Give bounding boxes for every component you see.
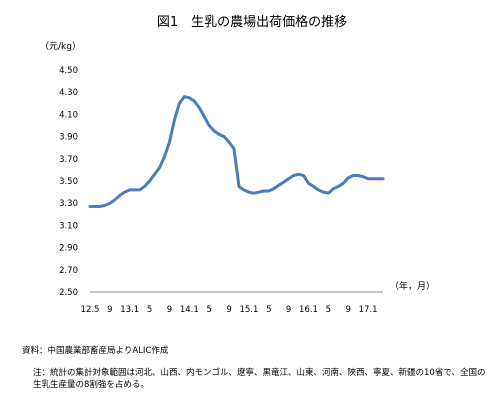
x-tick-label: 5 (326, 305, 331, 315)
y-tick-label: 4.30 (59, 88, 78, 98)
x-tick-label: 5 (266, 305, 271, 315)
y-tick-label: 3.90 (59, 133, 78, 143)
x-tick-label: 9 (226, 305, 231, 315)
x-tick-label: 5 (147, 305, 152, 315)
x-tick-label: 12.5 (81, 305, 100, 315)
x-tick-label: 9 (286, 305, 291, 315)
y-tick-label: 3.70 (59, 155, 78, 165)
x-tick-label: 13.1 (120, 305, 139, 315)
y-tick-labels: 4.50 4.30 4.10 3.90 3.70 3.50 3.30 3.10 2.90 2.70… (59, 66, 78, 298)
x-tick-label: 17.1 (359, 305, 378, 315)
x-tick-label: 9 (346, 305, 351, 315)
x-tick-label: 16.1 (299, 305, 318, 315)
x-tick-label: 9 (167, 305, 172, 315)
y-tick-label: 4.10 (59, 110, 78, 120)
x-tick-labels: 12.5 9 13.1 5 9 14.1 5 9 15.1 5 9 16.1 5 9 17.1 (81, 305, 378, 315)
y-tick-label: 3.30 (59, 199, 78, 209)
y-tick-label: 3.10 (59, 221, 78, 231)
line-chart: （元/kg） （年，月） 4.50 4.30 4.10 3.90 3.70 3.50 3.3… (40, 41, 435, 315)
y-tick-label: 2.90 (59, 244, 78, 254)
y-tick-label: 4.50 (59, 66, 78, 76)
footnote: 注：統計の集計対象範囲は河北、山西、内モンゴル、遼寧、黒竜江、山東、河南、陝西、… (33, 368, 486, 390)
x-tick-label: 9 (107, 305, 112, 315)
price-line (88, 95, 385, 208)
source-note: 資料：中国農業部畜産局よりALIC作成 (22, 346, 169, 356)
y-tick-label: 3.50 (59, 177, 78, 187)
x-axis-unit-label: （年，月） (390, 280, 435, 292)
x-tick-label: 15.1 (239, 305, 258, 315)
y-tick-label: 2.70 (59, 266, 78, 276)
y-axis-unit-label: （元/kg） (40, 41, 81, 52)
y-tick-label: 2.50 (59, 288, 78, 298)
x-tick-label: 5 (206, 305, 211, 315)
chart-title: 図1 生乳の農場出荷価格の推移 (156, 15, 348, 30)
x-tick-label: 14.1 (180, 305, 199, 315)
